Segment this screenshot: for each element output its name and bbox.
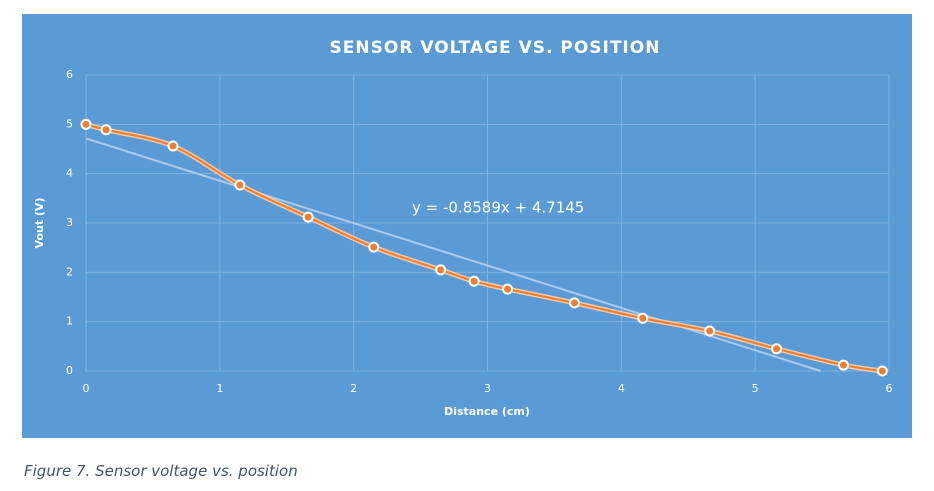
chart-background bbox=[22, 14, 912, 438]
x-axis-label: Distance (cm) bbox=[444, 405, 530, 418]
data-point bbox=[302, 211, 314, 223]
data-point bbox=[502, 283, 514, 295]
y-tick-label: 3 bbox=[66, 216, 73, 229]
data-point bbox=[435, 264, 447, 276]
chart-title: SENSOR VOLTAGE VS. POSITION bbox=[330, 38, 661, 58]
data-point bbox=[368, 241, 380, 253]
data-point bbox=[771, 343, 783, 355]
y-tick-label: 6 bbox=[66, 68, 73, 81]
data-point bbox=[234, 179, 246, 191]
y-tick-label: 2 bbox=[66, 265, 73, 278]
data-point bbox=[568, 297, 580, 309]
x-tick-label: 2 bbox=[350, 382, 357, 395]
x-tick-label: 5 bbox=[752, 382, 759, 395]
y-axis-label: Vout (V) bbox=[33, 198, 46, 249]
x-tick-label: 0 bbox=[83, 382, 90, 395]
data-point bbox=[704, 325, 716, 337]
data-point bbox=[80, 118, 92, 130]
y-tick-label: 4 bbox=[66, 167, 73, 180]
figure-caption: Figure 7. Sensor voltage vs. position bbox=[24, 462, 298, 480]
data-point bbox=[876, 365, 888, 377]
x-tick-label: 3 bbox=[484, 382, 491, 395]
y-tick-label: 5 bbox=[66, 117, 73, 130]
data-point bbox=[167, 140, 179, 152]
y-tick-label: 0 bbox=[66, 364, 73, 377]
data-point bbox=[468, 275, 480, 287]
y-tick-label: 1 bbox=[66, 315, 73, 328]
data-point bbox=[100, 124, 112, 136]
trendline bbox=[85, 137, 821, 372]
data-point bbox=[837, 359, 849, 371]
x-tick-label: 1 bbox=[216, 382, 223, 395]
x-tick-label: 6 bbox=[886, 382, 893, 395]
x-tick-label: 4 bbox=[618, 382, 625, 395]
data-point bbox=[637, 312, 649, 324]
trendline-equation: y = -0.8589x + 4.7145 bbox=[412, 199, 584, 217]
